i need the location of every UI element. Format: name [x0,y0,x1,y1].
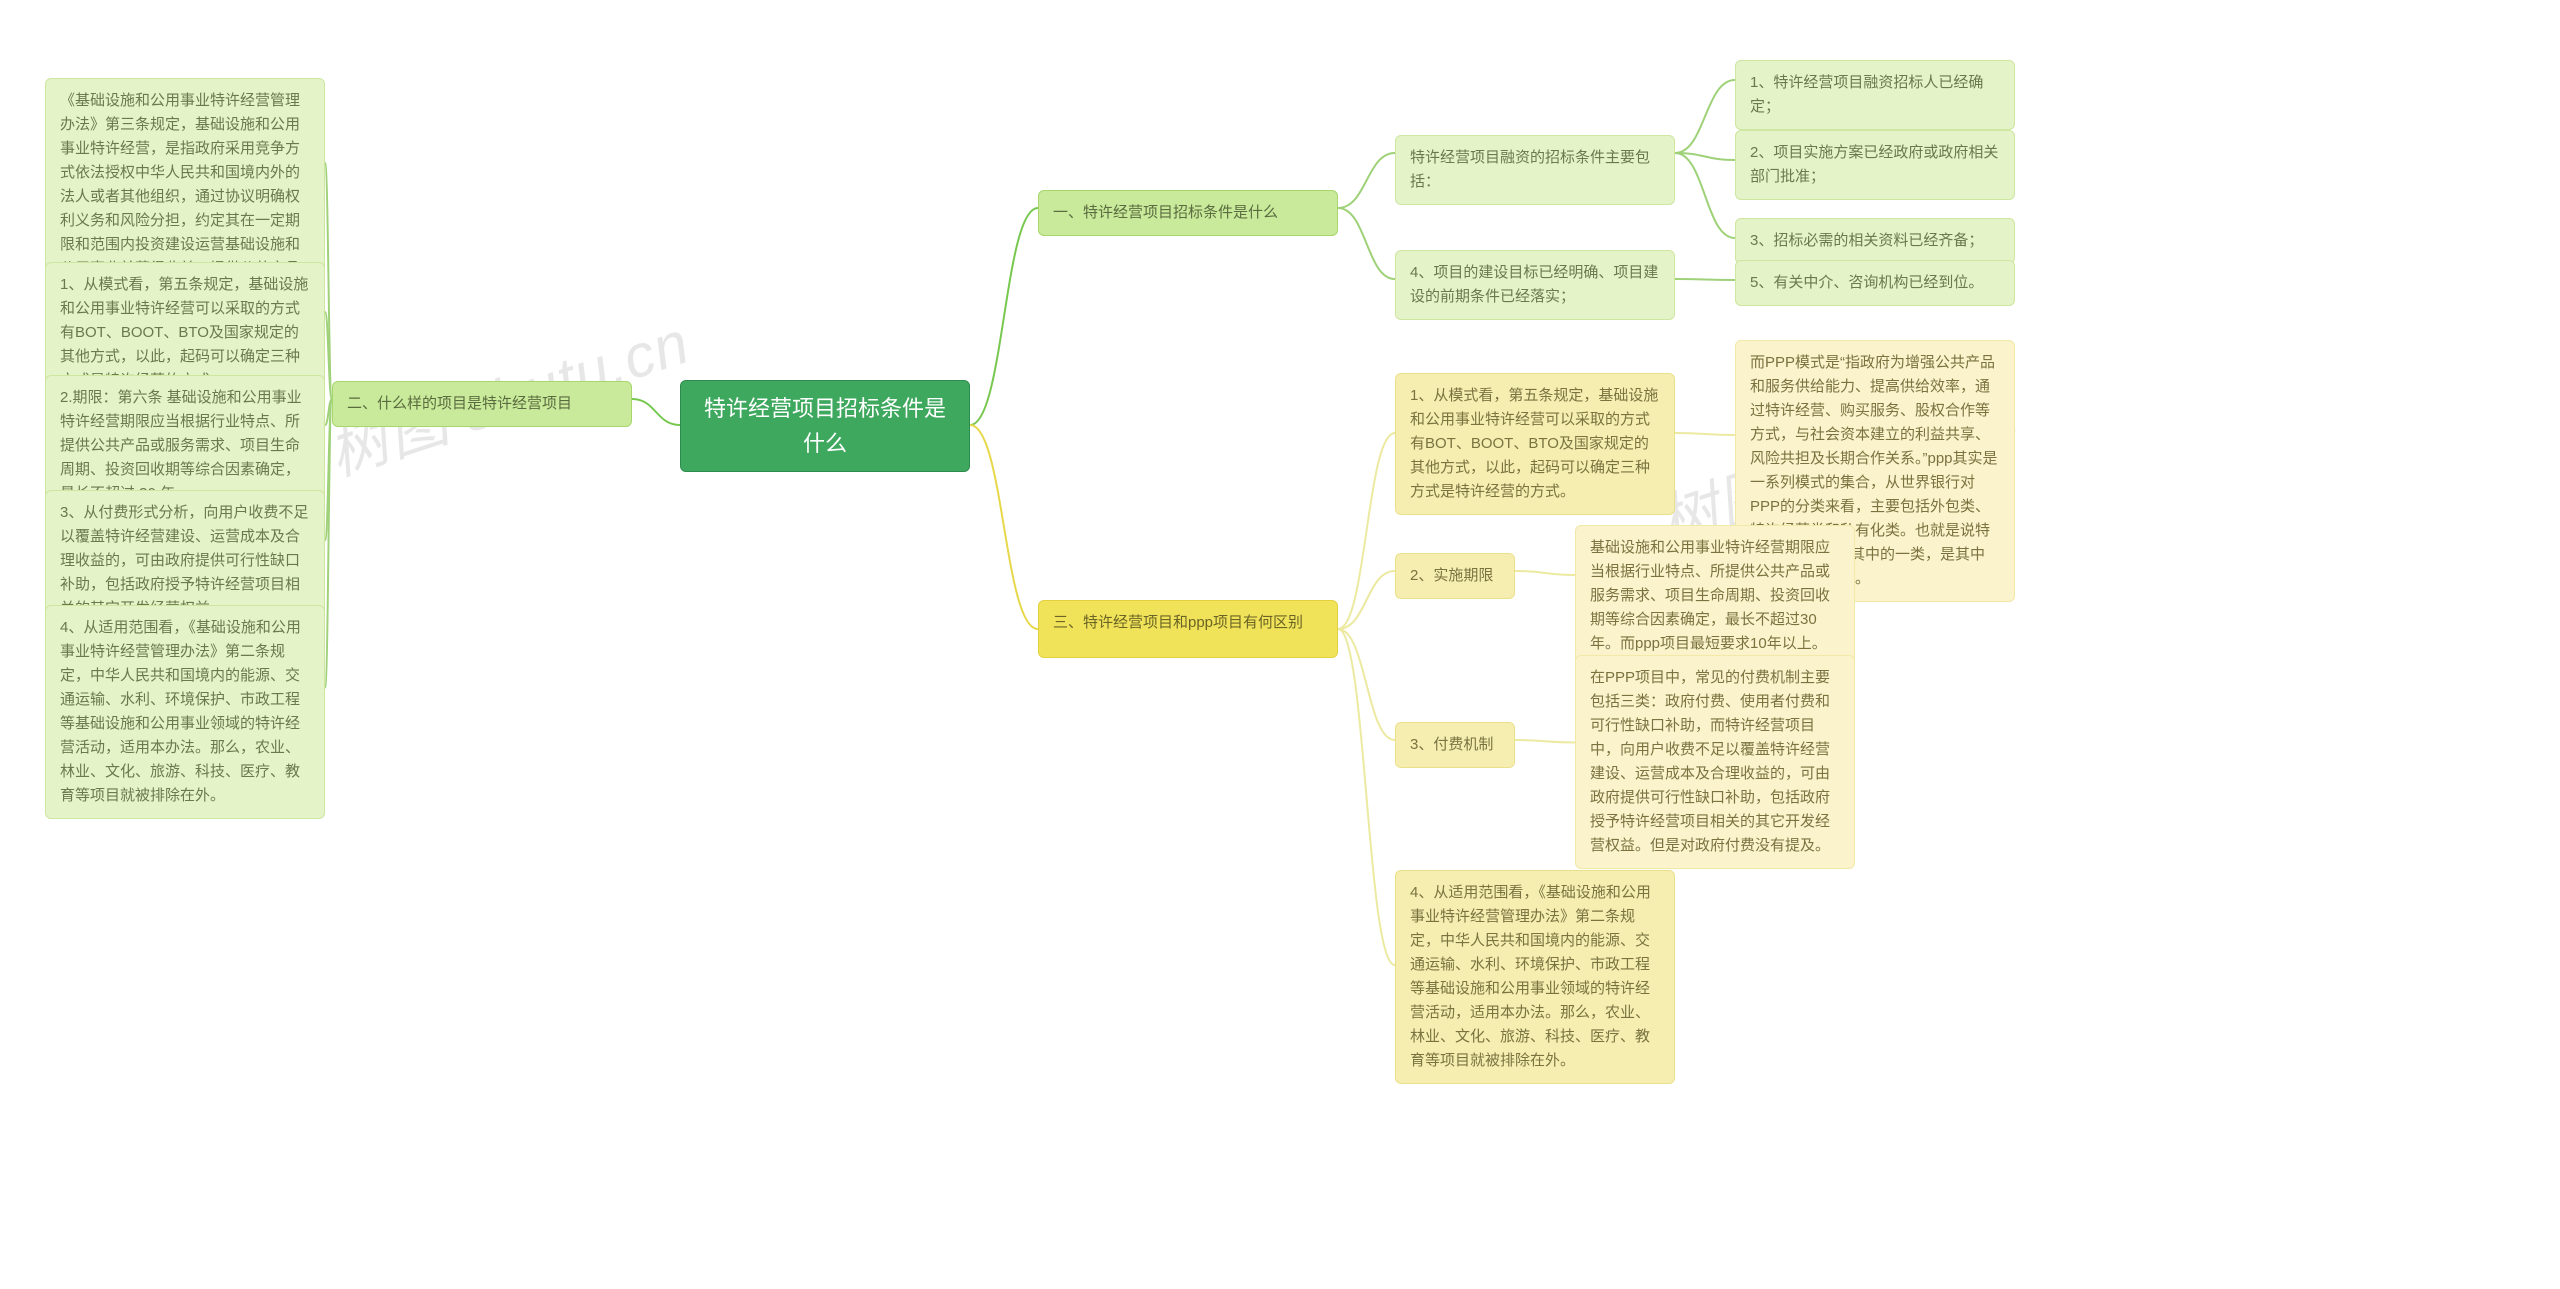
right-child-0-1[interactable]: 4、项目的建设目标已经明确、项目建设的前期条件已经落实； [1395,250,1675,320]
right-leaf-0-0-2[interactable]: 3、招标必需的相关资料已经齐备； [1735,218,2015,264]
right-leaf-0-1-0[interactable]: 5、有关中介、咨询机构已经到位。 [1735,260,2015,306]
right-leaf-0-0-1[interactable]: 2、项目实施方案已经政府或政府相关部门批准； [1735,130,2015,200]
right-child-1-3[interactable]: 4、从适用范围看，《基础设施和公用事业特许经营管理办法》第二条规定，中华人民共和… [1395,870,1675,1084]
right-child-1-0[interactable]: 1、从模式看，第五条规定，基础设施和公用事业特许经营可以采取的方式有BOT、BO… [1395,373,1675,515]
right-child-0-0[interactable]: 特许经营项目融资的招标条件主要包括： [1395,135,1675,205]
left-leaf-4[interactable]: 4、从适用范围看，《基础设施和公用事业特许经营管理办法》第二条规定，中华人民共和… [45,605,325,819]
right-leaf-0-0-0[interactable]: 1、特许经营项目融资招标人已经确定； [1735,60,2015,130]
right-leaf-1-1-0[interactable]: 基础设施和公用事业特许经营期限应当根据行业特点、所提供公共产品或服务需求、项目生… [1575,525,1855,667]
right-branch-0[interactable]: 一、特许经营项目招标条件是什么 [1038,190,1338,236]
root-node[interactable]: 特许经营项目招标条件是什么 [680,380,970,472]
right-leaf-1-2-0[interactable]: 在PPP项目中，常见的付费机制主要包括三类：政府付费、使用者付费和可行性缺口补助… [1575,655,1855,869]
left-branch[interactable]: 二、什么样的项目是特许经营项目 [332,381,632,427]
right-child-1-2[interactable]: 3、付费机制 [1395,722,1515,768]
right-child-1-1[interactable]: 2、实施期限 [1395,553,1515,599]
right-branch-1[interactable]: 三、特许经营项目和ppp项目有何区别 [1038,600,1338,658]
